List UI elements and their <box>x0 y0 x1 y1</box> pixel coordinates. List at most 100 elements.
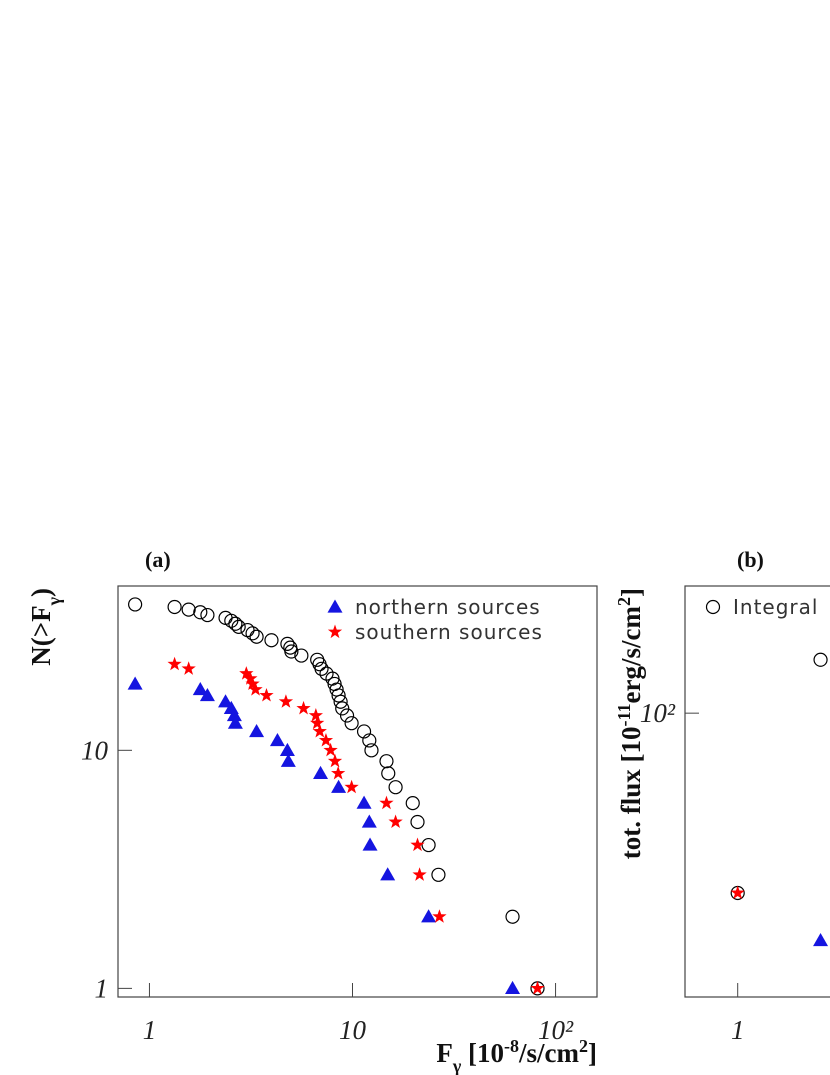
point <box>331 688 346 703</box>
point <box>199 687 215 702</box>
point <box>231 619 246 634</box>
legend-label: northern sources <box>355 595 541 619</box>
x-tick-label: 1 <box>731 1015 745 1045</box>
point <box>381 766 396 781</box>
point <box>314 661 329 676</box>
legend-marker <box>327 624 343 639</box>
point <box>344 779 359 794</box>
point <box>239 666 254 680</box>
label-part: /s/cm <box>518 1038 579 1068</box>
point <box>335 701 350 716</box>
point <box>128 597 143 612</box>
point <box>259 687 274 702</box>
point <box>410 814 425 830</box>
point <box>310 715 325 730</box>
point <box>331 765 346 780</box>
point <box>327 753 343 768</box>
point <box>356 795 372 809</box>
label-part: γ <box>452 1056 462 1075</box>
point <box>388 780 403 795</box>
point <box>730 885 745 900</box>
point <box>167 656 182 671</box>
point <box>312 723 327 738</box>
plot-frame <box>117 585 598 998</box>
point <box>280 636 295 651</box>
panel-title: (b) <box>737 547 764 572</box>
point <box>505 980 521 995</box>
point <box>505 909 520 924</box>
legend-label: Integral <box>733 595 818 619</box>
point <box>249 723 265 738</box>
point <box>193 605 208 620</box>
point <box>294 648 309 663</box>
point <box>245 626 260 641</box>
label-part: -11 <box>614 703 634 726</box>
point <box>344 716 359 731</box>
point <box>361 814 377 828</box>
point <box>167 599 182 615</box>
label-part: ] <box>616 588 646 597</box>
point <box>243 671 258 685</box>
label-part: γ <box>44 596 64 606</box>
point <box>530 980 545 995</box>
point <box>318 732 334 747</box>
point <box>218 694 234 708</box>
point <box>308 708 323 722</box>
point <box>248 682 263 696</box>
point <box>364 743 379 758</box>
y-tick-label: 1 <box>95 973 109 1003</box>
point <box>362 733 377 748</box>
point <box>278 694 294 708</box>
point <box>362 837 378 851</box>
legend-marker <box>705 599 721 615</box>
label-part: erg/s/cm <box>616 605 646 703</box>
label-part: ] <box>588 1038 597 1068</box>
point <box>410 837 425 852</box>
y-axis-label: N(>Fγ) <box>26 588 64 666</box>
x-tick-label: 10 <box>339 1015 367 1045</box>
label-part: ) <box>26 588 56 597</box>
point <box>380 867 396 881</box>
point <box>264 633 279 648</box>
point <box>388 814 403 829</box>
label-part: -8 <box>504 1036 519 1056</box>
x-axis-label: Fγ [10-8/s/cm2] <box>436 1036 597 1075</box>
point <box>405 796 420 811</box>
point <box>813 652 828 667</box>
point <box>813 932 829 947</box>
label-part: tot. flux [10 <box>616 726 646 859</box>
point <box>412 867 427 881</box>
point <box>331 779 347 793</box>
point <box>421 837 436 853</box>
y-tick-label: 10 <box>81 735 109 765</box>
x-tick-label: 1 <box>143 1015 157 1045</box>
point <box>431 867 446 882</box>
plot-frame <box>684 585 830 998</box>
x-tick-label: 10² <box>538 1015 574 1045</box>
point <box>192 682 208 696</box>
panel-title: (a) <box>145 547 171 572</box>
label-part: F <box>436 1038 453 1068</box>
label-part: 2 <box>614 597 634 606</box>
point <box>421 909 437 923</box>
label-part: [10 <box>461 1038 504 1068</box>
point <box>269 732 285 747</box>
point <box>200 607 215 623</box>
y-axis-label: tot. flux [10-11erg/s/cm2] <box>614 588 646 859</box>
point <box>245 676 260 691</box>
point <box>356 724 372 739</box>
point <box>339 708 355 723</box>
point <box>379 754 394 769</box>
point <box>226 708 242 722</box>
point <box>227 715 243 729</box>
point <box>432 909 447 923</box>
point <box>313 765 329 780</box>
point <box>181 661 196 675</box>
label-part: N(>F <box>26 605 56 665</box>
y-tick-label: 10² <box>640 698 676 728</box>
point <box>296 700 311 715</box>
point <box>323 742 338 757</box>
point <box>228 616 243 631</box>
point <box>333 694 348 709</box>
